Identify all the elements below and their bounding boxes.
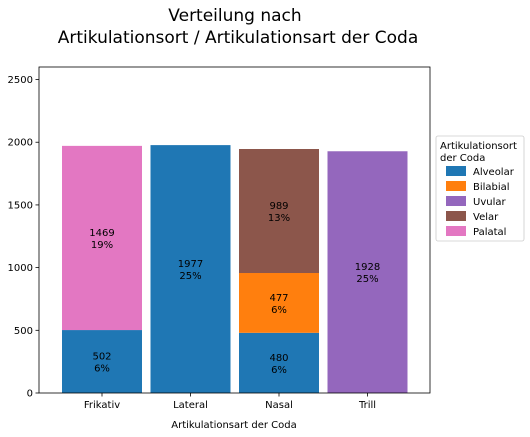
bar-labels-group: 5026%146919%197725%4806%4776%98913%19282…	[89, 201, 380, 376]
legend-swatch-velar	[446, 211, 466, 221]
y-tick-label: 1500	[8, 200, 33, 211]
bar-value-label: 1977	[178, 259, 203, 270]
legend-label-alveolar: Alveolar	[473, 167, 515, 178]
bar-value-label: 25%	[356, 274, 378, 285]
legend-title-line-2: der Coda	[440, 153, 485, 164]
bar-value-label: 989	[269, 201, 288, 212]
y-tick-label: 2500	[8, 75, 33, 86]
bar-value-label: 502	[92, 352, 111, 363]
legend-label-palatal: Palatal	[473, 227, 506, 238]
bar-value-label: 477	[269, 293, 288, 304]
legend-swatch-palatal	[446, 226, 466, 236]
bar-value-label: 25%	[179, 271, 201, 282]
bar-value-label: 13%	[268, 213, 290, 224]
y-axis: 0 500 1000 1500 2000 2500	[8, 75, 39, 400]
y-tick-label: 1000	[8, 263, 33, 274]
x-tick-label: Lateral	[173, 400, 208, 411]
plot-frame	[38, 66, 431, 394]
legend-swatch-uvular	[446, 196, 466, 206]
y-tick-label: 500	[14, 326, 33, 337]
legend-title-line-1: Artikulationsort	[440, 141, 517, 152]
bar-alveolar-lateral	[150, 145, 231, 393]
bar-uvular-trill	[327, 151, 408, 393]
bar-value-label: 1469	[89, 228, 114, 239]
legend-label-bilabial: Bilabial	[473, 182, 510, 193]
y-tick-label: 0	[27, 389, 33, 400]
x-axis-label: Artikulationsart der Coda	[171, 420, 296, 431]
y-tick-label: 2000	[8, 138, 33, 149]
bars-group	[62, 145, 408, 393]
x-tick-label: Nasal	[265, 400, 293, 411]
legend-swatch-alveolar	[446, 166, 466, 176]
x-tick-label: Trill	[358, 400, 376, 411]
bar-alveolar-nasal	[239, 332, 319, 393]
bar-palatal-frikativ	[62, 145, 142, 331]
bar-value-label: 6%	[271, 305, 287, 316]
x-axis: Frikativ Lateral Nasal Trill	[84, 393, 376, 411]
bar-velar-nasal	[239, 149, 319, 274]
x-tick-label: Frikativ	[84, 400, 120, 411]
legend-swatch-bilabial	[446, 181, 466, 191]
bar-bilabial-nasal	[239, 273, 319, 333]
legend: Artikulationsort der Coda Alveolar Bilabi…	[435, 135, 525, 242]
chart-title-line-2: Artikulationsort / Artikulationsart der …	[58, 28, 419, 48]
chart-title-line-1: Verteilung nach	[168, 6, 301, 26]
bar-value-label: 19%	[91, 240, 113, 251]
bar-value-label: 1928	[355, 262, 380, 273]
legend-items: Alveolar Bilabial Uvular Velar Palatal	[446, 166, 515, 238]
legend-label-velar: Velar	[473, 212, 499, 223]
bar-value-label: 6%	[94, 364, 110, 375]
bar-value-label: 480	[269, 353, 288, 364]
legend-label-uvular: Uvular	[473, 197, 506, 208]
bar-alveolar-frikativ	[62, 330, 142, 393]
bar-value-label: 6%	[271, 365, 287, 376]
